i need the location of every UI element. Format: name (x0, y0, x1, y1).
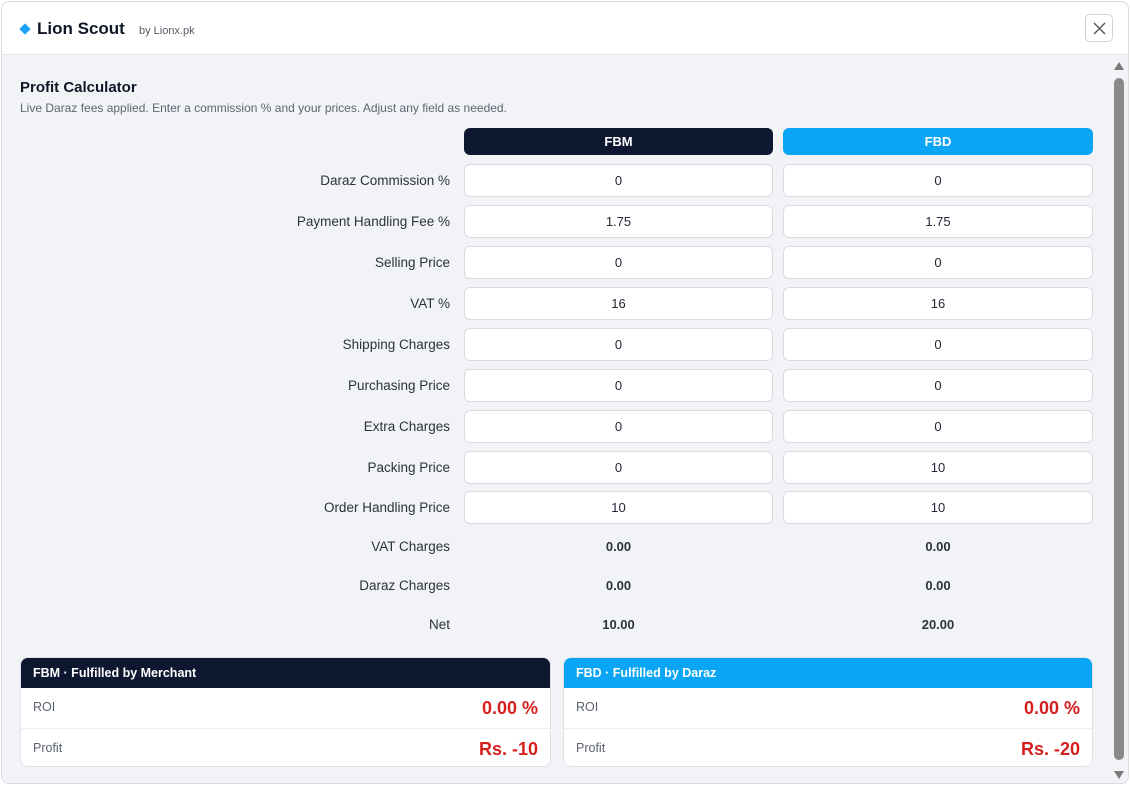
row-daraz-commission: Daraz Commission % (2, 164, 1102, 197)
fbd-roi-row: ROI 0.00 % (564, 688, 1092, 728)
fbd-order-handling-price-input[interactable] (783, 491, 1093, 524)
fbm-selling-price-input[interactable] (464, 246, 773, 279)
page-title: Profit Calculator (20, 79, 137, 96)
fbm-roi-value: 0.00 % (481, 698, 538, 718)
fbd-daraz-commission-input[interactable] (783, 164, 1093, 197)
scroll-up-arrow-icon[interactable] (1114, 62, 1124, 70)
fbd-packing-price-input[interactable] (783, 451, 1093, 484)
scroll-down-arrow-icon[interactable] (1114, 771, 1124, 779)
fbd-profit-row: Profit Rs. -20 (564, 728, 1092, 766)
roi-label: ROI (33, 700, 56, 714)
row-label: Extra Charges (363, 419, 450, 434)
row-shipping-charges: Shipping Charges (2, 328, 1102, 361)
close-icon (1093, 22, 1106, 35)
fbd-daraz-charges-value: 0.00 (925, 578, 951, 593)
fbm-column-header: FBM (464, 128, 773, 155)
row-label: Shipping Charges (342, 337, 450, 352)
row-label: VAT Charges (371, 539, 450, 554)
fbm-vat-percent-input[interactable] (464, 287, 773, 320)
row-selling-price: Selling Price (2, 246, 1102, 279)
page-subtitle: Live Daraz fees applied. Enter a commiss… (20, 101, 507, 115)
header-bar: Lion Scout by Lionx.pk (2, 2, 1128, 55)
row-vat-charges: VAT Charges 0.00 0.00 (2, 530, 1102, 563)
fbm-shipping-charges-input[interactable] (464, 328, 773, 361)
profit-label: Profit (33, 741, 63, 755)
fbm-packing-price-input[interactable] (464, 451, 773, 484)
row-label: Purchasing Price (347, 378, 450, 393)
row-packing-price: Packing Price (2, 451, 1102, 484)
row-label: Packing Price (367, 460, 450, 475)
fbd-net-value: 20.00 (921, 617, 955, 632)
fbm-extra-charges-input[interactable] (464, 410, 773, 443)
app-title: Lion Scout (37, 19, 125, 38)
fbd-selling-price-input[interactable] (783, 246, 1093, 279)
fbm-daraz-commission-input[interactable] (464, 164, 773, 197)
row-label: Order Handling Price (323, 500, 450, 515)
app-byline: by Lionx.pk (139, 25, 195, 37)
fbm-purchasing-price-input[interactable] (464, 369, 773, 402)
row-label: Payment Handling Fee % (296, 214, 450, 229)
fbm-summary-card: FBM · Fulfilled by Merchant ROI 0.00 % P… (20, 657, 551, 767)
fbd-purchasing-price-input[interactable] (783, 369, 1093, 402)
fbd-profit-value: Rs. -20 (1020, 739, 1080, 759)
fbd-payment-handling-fee-input[interactable] (783, 205, 1093, 238)
row-label: Daraz Commission % (320, 173, 450, 188)
fbm-roi-row: ROI 0.00 % (21, 688, 550, 728)
row-label: Selling Price (374, 255, 450, 270)
row-payment-handling-fee: Payment Handling Fee % (2, 205, 1102, 238)
roi-label: ROI (576, 700, 599, 714)
row-label: Net (428, 617, 450, 632)
row-net: Net 10.00 20.00 (2, 608, 1102, 641)
fbm-card-title: FBM · Fulfilled by Merchant (21, 658, 550, 688)
fbd-shipping-charges-input[interactable] (783, 328, 1093, 361)
fbm-net-value: 10.00 (602, 617, 635, 632)
row-label: Daraz Charges (359, 578, 450, 593)
fbm-order-handling-price-input[interactable] (464, 491, 773, 524)
fbd-roi-value: 0.00 % (1023, 698, 1080, 718)
fbm-profit-value: Rs. -10 (478, 739, 538, 759)
fbd-vat-percent-input[interactable] (783, 287, 1093, 320)
fbm-payment-handling-fee-input[interactable] (464, 205, 773, 238)
row-vat-percent: VAT % (2, 287, 1102, 320)
row-daraz-charges: Daraz Charges 0.00 0.00 (2, 569, 1102, 602)
scrollbar-thumb[interactable] (1114, 78, 1124, 760)
row-extra-charges: Extra Charges (2, 410, 1102, 443)
fbm-daraz-charges-value: 0.00 (605, 578, 632, 593)
row-label: VAT % (410, 296, 450, 311)
fbd-vat-charges-value: 0.00 (925, 539, 951, 554)
fbm-vat-charges-value: 0.00 (605, 539, 632, 554)
fbd-summary-card: FBD · Fulfilled by Daraz ROI 0.00 % Prof… (563, 657, 1093, 767)
close-button[interactable] (1085, 14, 1113, 42)
vertical-scrollbar[interactable] (1110, 56, 1128, 783)
row-order-handling-price: Order Handling Price (2, 491, 1102, 524)
fbd-card-title: FBD · Fulfilled by Daraz (564, 658, 1092, 688)
diamond-logo-icon (19, 23, 31, 35)
profit-label: Profit (576, 741, 606, 755)
fbd-extra-charges-input[interactable] (783, 410, 1093, 443)
calculator-panel: Profit Calculator Live Daraz fees applie… (2, 56, 1112, 783)
fbd-column-header: FBD (783, 128, 1093, 155)
fbm-profit-row: Profit Rs. -10 (21, 728, 550, 766)
row-purchasing-price: Purchasing Price (2, 369, 1102, 402)
